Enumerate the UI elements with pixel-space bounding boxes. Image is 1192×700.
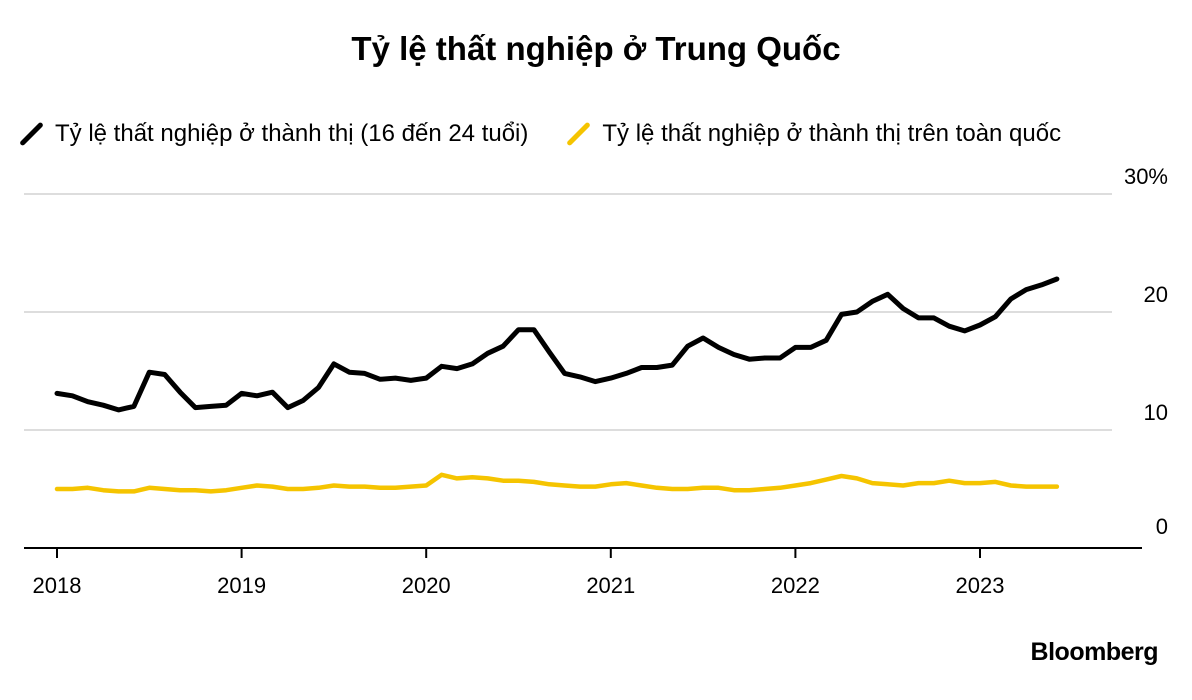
legend-swatch-black (25, 121, 39, 147)
y-tick-label: 30% (1124, 164, 1168, 189)
series-line-national-unemployment (54, 472, 1060, 494)
legend-label-national: Tỷ lệ thất nghiệp ở thành thị trên toàn … (602, 120, 1062, 147)
chart-title: Tỷ lệ thất nghiệp ở Trung Quốc (351, 30, 841, 67)
x-tick-label: 2018 (33, 573, 82, 598)
chart-legend: Tỷ lệ thất nghiệp ở thành thị (16 đến 24… (25, 120, 1105, 148)
legend-label-youth: Tỷ lệ thất nghiệp ở thành thị (16 đến 24… (55, 120, 529, 147)
legend-item-youth: Tỷ lệ thất nghiệp ở thành thị (16 đến 24… (25, 120, 528, 148)
legend-swatch-yellow (572, 121, 586, 147)
bloomberg-logo: Bloomberg (1030, 638, 1159, 666)
x-tick-label: 2020 (402, 573, 451, 598)
x-tick-label: 2021 (586, 573, 635, 598)
x-tick-label: 2023 (956, 573, 1005, 598)
series-line-youth-unemployment (54, 276, 1060, 413)
x-tick-label: 2019 (217, 573, 266, 598)
y-tick-label: 10 (1144, 400, 1168, 425)
line-chart: 0 10 20 30% 2018 2019 2020 2021 2022 2023 (24, 164, 1168, 598)
legend-item-national: Tỷ lệ thất nghiệp ở thành thị trên toàn … (572, 120, 1061, 148)
y-tick-label: 20 (1144, 282, 1168, 307)
x-tick-label: 2022 (771, 573, 820, 598)
y-tick-label: 0 (1156, 514, 1168, 539)
